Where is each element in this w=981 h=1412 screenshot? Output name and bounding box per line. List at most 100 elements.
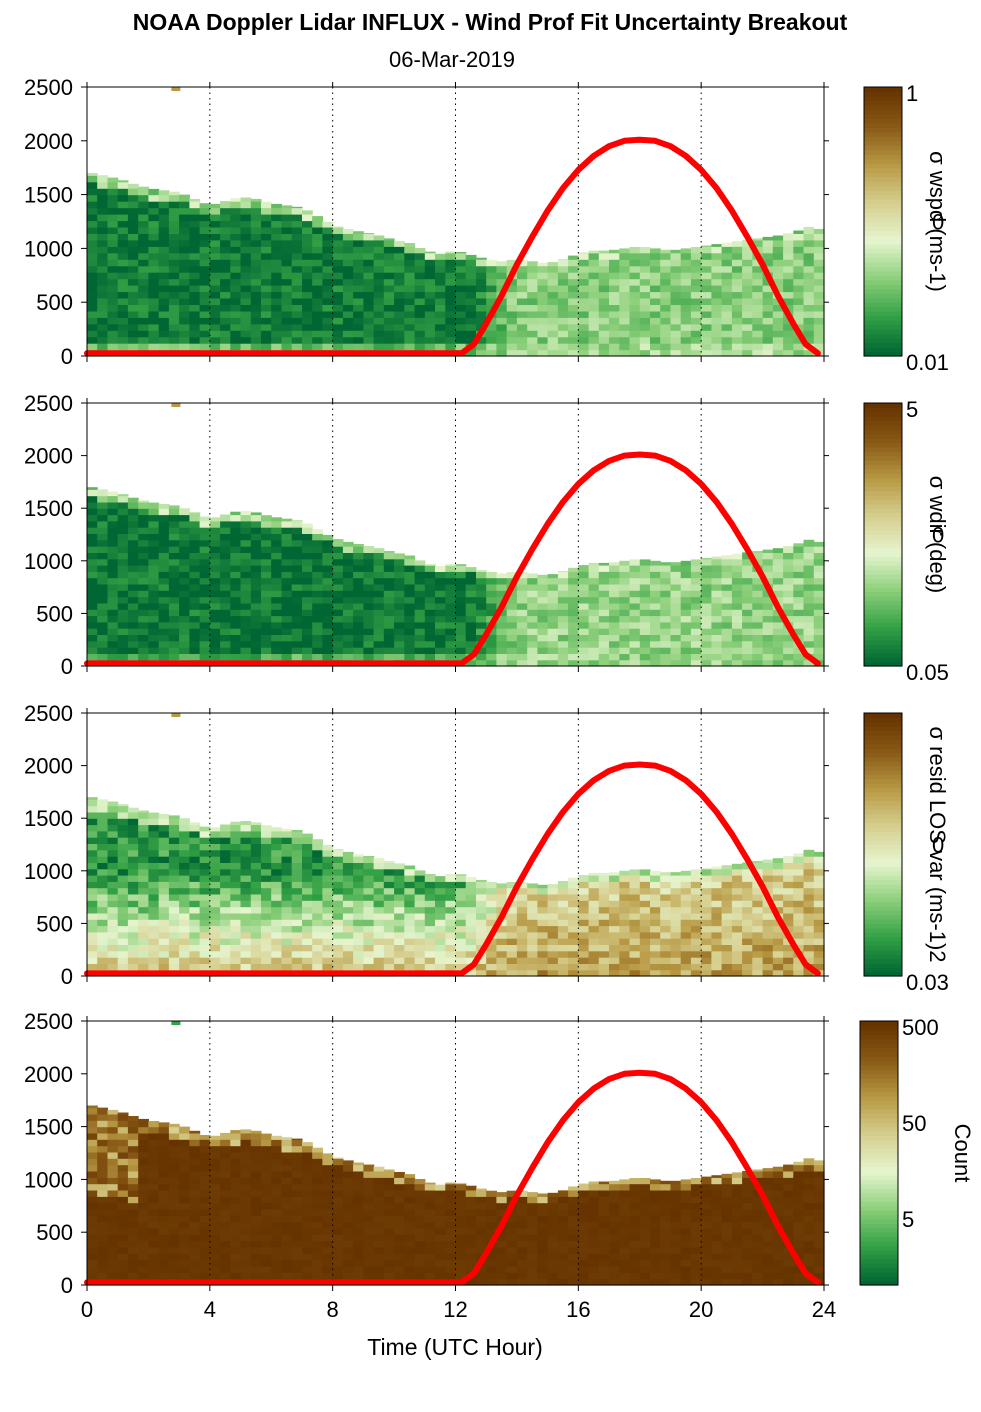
heatmap-cell: [752, 659, 764, 667]
heatmap-cell: [383, 246, 395, 254]
heatmap-cell: [127, 811, 139, 819]
heatmap-cell: [199, 596, 211, 604]
heatmap-cell: [609, 577, 620, 585]
heatmap-cell: [107, 1228, 119, 1235]
heatmap-cell: [793, 252, 805, 260]
heatmap-cell: [322, 615, 334, 623]
heatmap-cell: [742, 900, 753, 908]
heatmap-cell: [107, 801, 119, 807]
heatmap-cell: [578, 252, 590, 254]
heatmap-cell: [291, 214, 303, 222]
heatmap-cell: [731, 912, 743, 920]
heatmap-cell: [363, 304, 375, 312]
heatmap-cell: [271, 849, 282, 857]
heatmap-cell: [302, 653, 313, 661]
heatmap-cell: [721, 336, 733, 344]
heatmap-cell: [537, 323, 549, 331]
heatmap-cell: [117, 805, 129, 813]
heatmap-cell: [261, 272, 272, 280]
heatmap-cell: [127, 265, 139, 273]
heatmap-cell: [138, 912, 149, 920]
colorbar-swatch: [864, 407, 902, 413]
sun-elevation-line: [84, 136, 821, 357]
heatmap-cell: [138, 621, 149, 629]
heatmap-cell: [670, 969, 682, 977]
heatmap-cell: [189, 887, 201, 895]
heatmap-cell: [506, 938, 518, 945]
colorbar-swatch: [864, 870, 902, 876]
heatmap-cell: [107, 495, 119, 503]
heatmap-cell: [813, 931, 825, 939]
heatmap-cell: [455, 336, 467, 344]
heatmap-cell: [803, 297, 815, 305]
heatmap-cell: [240, 265, 252, 273]
heatmap-cell: [209, 285, 221, 293]
heatmap-cell: [711, 343, 723, 351]
heatmap-cell: [127, 634, 139, 642]
heatmap-cell: [394, 323, 405, 331]
heatmap-cell: [87, 1120, 98, 1128]
heatmap-cell: [721, 640, 733, 648]
heatmap-cell: [404, 304, 416, 312]
heatmap-cell: [127, 571, 139, 579]
heatmap-cell: [609, 349, 620, 357]
heatmap-cell: [527, 336, 538, 344]
heatmap-cell: [127, 1190, 139, 1197]
heatmap-cell: [496, 887, 508, 895]
heatmap-cell: [783, 925, 794, 933]
heatmap-cell: [404, 628, 416, 635]
heatmap-cell: [107, 214, 119, 222]
heatmap-cell: [383, 931, 395, 939]
heatmap-cell: [445, 291, 457, 299]
heatmap-cell: [199, 950, 211, 958]
heatmap-cell: [701, 640, 712, 648]
heatmap-cell: [240, 565, 252, 572]
heatmap-cell: [189, 1247, 201, 1254]
heatmap-cell: [619, 640, 631, 648]
heatmap-cell: [87, 546, 98, 553]
heatmap-cell: [148, 615, 160, 623]
heatmap-cell: [486, 297, 497, 305]
heatmap-cell: [639, 659, 651, 667]
heatmap-cell: [168, 900, 180, 908]
heatmap-cell: [138, 323, 149, 331]
heatmap-cell: [302, 330, 313, 338]
colorbar-swatch: [864, 521, 902, 527]
heatmap-cell: [271, 252, 282, 260]
heatmap-cell: [721, 558, 733, 566]
heatmap-cell: [629, 336, 641, 344]
heatmap-cell: [588, 336, 600, 344]
heatmap-cell: [189, 647, 201, 654]
heatmap-cell: [701, 558, 712, 560]
heatmap-cell: [87, 900, 98, 908]
heatmap-cell: [813, 317, 825, 325]
heatmap-cell: [271, 827, 282, 832]
heatmap-cell: [312, 887, 323, 895]
heatmap-cell: [281, 957, 293, 964]
heatmap-cell: [404, 868, 416, 876]
heatmap-cell: [87, 181, 98, 189]
heatmap-cell: [189, 1202, 201, 1210]
heatmap-cell: [772, 265, 784, 273]
heatmap-cell: [793, 546, 805, 553]
heatmap-cell: [127, 925, 139, 933]
heatmap-cell: [97, 811, 108, 819]
heatmap-cell: [312, 304, 323, 312]
heatmap-cell: [721, 615, 733, 623]
heatmap-cell: [209, 565, 221, 572]
heatmap-cell: [414, 963, 426, 971]
heatmap-cell: [230, 343, 242, 351]
heatmap-cell: [445, 596, 457, 604]
heatmap-cell: [404, 310, 416, 318]
heatmap-cell: [127, 931, 139, 939]
heatmap-cell: [158, 1177, 170, 1185]
heatmap-cell: [619, 272, 631, 280]
heatmap-cell: [547, 615, 559, 623]
heatmap-cell: [158, 868, 170, 876]
heatmap-cell: [383, 558, 395, 566]
heatmap-cell: [168, 571, 180, 579]
heatmap-cell: [189, 259, 201, 267]
heatmap-cell: [107, 1202, 119, 1210]
heatmap-cell: [813, 546, 825, 553]
heatmap-cell: [629, 310, 641, 318]
